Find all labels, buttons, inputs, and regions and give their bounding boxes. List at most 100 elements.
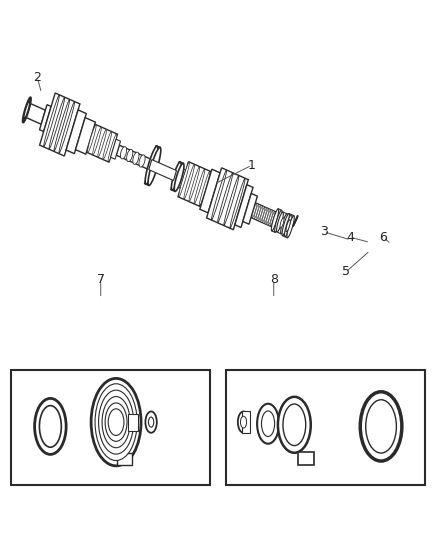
Bar [226,370,425,485]
Polygon shape [275,210,282,232]
Text: 5: 5 [342,265,350,278]
Polygon shape [145,146,158,184]
Ellipse shape [148,417,154,427]
Bar [242,411,250,433]
Polygon shape [280,218,284,228]
Polygon shape [281,214,287,234]
Polygon shape [133,152,139,164]
Polygon shape [49,97,65,149]
Polygon shape [184,164,194,199]
Polygon shape [75,118,95,154]
Polygon shape [224,175,239,225]
Polygon shape [207,168,248,230]
Polygon shape [212,170,226,220]
Polygon shape [171,162,181,190]
Ellipse shape [261,411,275,437]
Polygon shape [108,134,117,162]
Polygon shape [120,147,127,159]
Ellipse shape [366,400,396,453]
Polygon shape [26,103,46,124]
Polygon shape [200,169,220,213]
Polygon shape [256,205,261,220]
Polygon shape [86,124,117,162]
Bar [117,453,132,465]
Polygon shape [264,208,269,223]
Polygon shape [243,193,258,224]
Polygon shape [145,146,160,185]
Text: 6: 6 [379,231,387,244]
Ellipse shape [257,404,279,443]
Text: 3: 3 [320,225,328,238]
Text: 1: 1 [248,159,256,172]
Polygon shape [283,214,294,238]
Polygon shape [139,155,145,167]
Polygon shape [98,129,106,157]
Polygon shape [287,216,294,238]
Polygon shape [272,209,282,232]
Polygon shape [177,168,186,188]
Polygon shape [260,207,265,222]
Text: 2: 2 [33,71,41,84]
Polygon shape [271,209,279,231]
Polygon shape [268,211,273,225]
Polygon shape [258,206,263,221]
Ellipse shape [283,404,306,446]
Polygon shape [276,212,283,232]
Polygon shape [179,162,189,197]
Text: 8: 8 [270,273,278,286]
Ellipse shape [278,397,311,453]
Polygon shape [88,125,96,153]
Ellipse shape [238,411,249,433]
Polygon shape [39,93,80,156]
Polygon shape [270,211,275,227]
Bar [298,452,314,465]
Polygon shape [285,215,292,237]
Polygon shape [116,145,152,169]
Polygon shape [218,173,233,223]
Polygon shape [282,214,290,236]
Polygon shape [24,101,30,119]
Polygon shape [178,161,211,207]
Ellipse shape [108,409,124,435]
Ellipse shape [145,411,157,433]
Bar [128,414,138,431]
Text: 4: 4 [346,231,354,244]
Polygon shape [110,139,120,159]
Ellipse shape [240,416,247,428]
Bar [11,370,210,485]
Polygon shape [199,171,210,206]
Polygon shape [252,203,257,218]
Ellipse shape [99,390,134,454]
Ellipse shape [360,392,402,461]
Polygon shape [174,163,184,191]
Polygon shape [54,99,70,151]
Ellipse shape [35,399,66,454]
Polygon shape [148,147,161,185]
Polygon shape [235,184,253,228]
Polygon shape [149,159,177,181]
Text: 7: 7 [97,273,105,286]
Polygon shape [59,102,74,154]
Polygon shape [39,104,51,132]
Polygon shape [23,98,31,123]
Polygon shape [286,220,290,232]
Polygon shape [171,161,183,191]
Polygon shape [189,167,200,201]
Polygon shape [66,110,86,154]
Polygon shape [44,95,60,147]
Ellipse shape [39,406,61,447]
Ellipse shape [95,384,137,461]
Polygon shape [194,169,205,204]
Polygon shape [127,149,133,161]
Ellipse shape [105,403,127,441]
Polygon shape [254,204,259,219]
Ellipse shape [91,378,141,466]
Polygon shape [92,127,101,155]
Polygon shape [266,209,271,224]
Polygon shape [230,178,245,228]
Polygon shape [277,212,287,234]
Polygon shape [251,203,276,227]
Ellipse shape [102,397,130,448]
Polygon shape [262,208,267,223]
Polygon shape [103,132,112,159]
